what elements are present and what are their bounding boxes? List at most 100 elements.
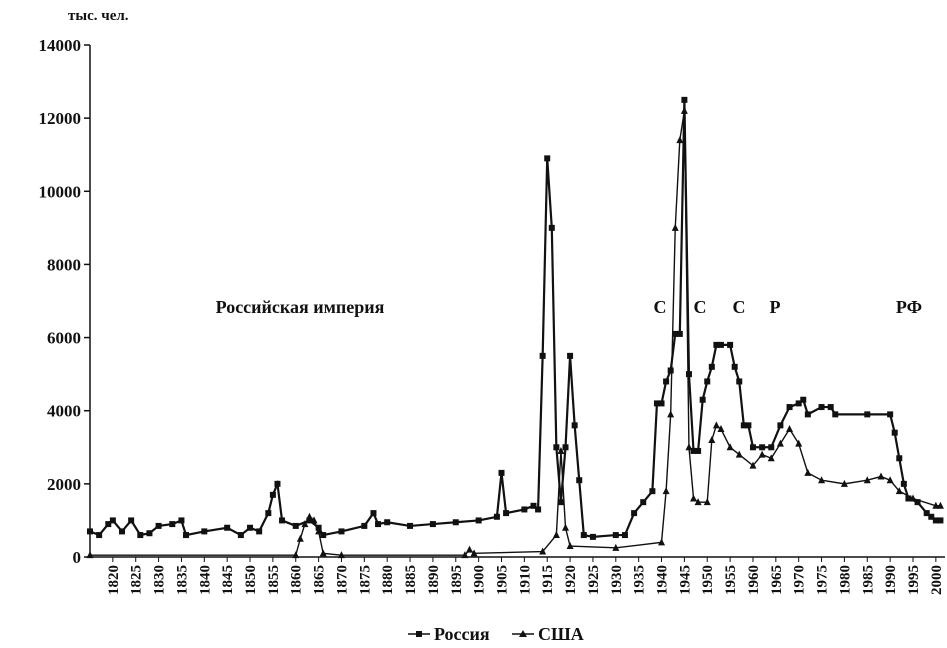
- x-tick-label: 1900: [472, 565, 488, 595]
- point: [557, 499, 564, 506]
- point: [708, 435, 716, 443]
- point: [521, 506, 528, 513]
- point: [749, 461, 757, 469]
- x-tick-label: 1950: [700, 565, 716, 595]
- point: [663, 378, 670, 385]
- x-tick-label: 1845: [220, 565, 236, 595]
- x-tick-label: 1955: [723, 565, 739, 595]
- point: [658, 400, 665, 407]
- point: [576, 477, 583, 484]
- x-tick-label: 1905: [494, 565, 510, 595]
- point: [86, 551, 94, 559]
- annotation: Российская империя: [216, 297, 385, 317]
- point: [315, 527, 323, 535]
- point: [319, 549, 327, 557]
- point: [640, 499, 647, 506]
- annotation: РФ: [896, 297, 922, 317]
- y-tick-label: 8000: [47, 255, 81, 274]
- point: [891, 429, 898, 436]
- point: [465, 545, 473, 553]
- point: [631, 510, 638, 517]
- x-tick-label: 1920: [563, 565, 579, 595]
- point: [292, 551, 300, 559]
- point: [87, 528, 93, 535]
- point: [877, 472, 885, 480]
- y-tick-label: 12000: [39, 109, 82, 128]
- point: [680, 106, 688, 114]
- point: [621, 532, 628, 539]
- point: [937, 517, 944, 524]
- annotation: Р: [770, 297, 781, 317]
- point: [539, 352, 546, 359]
- point: [305, 512, 313, 520]
- point: [201, 528, 208, 535]
- point: [795, 439, 803, 447]
- point: [658, 538, 666, 546]
- point: [310, 516, 318, 524]
- point: [671, 223, 679, 231]
- point: [306, 517, 313, 524]
- point: [137, 532, 144, 539]
- legend-label: США: [538, 624, 584, 644]
- x-tick-label: 1965: [769, 565, 785, 595]
- point: [452, 519, 459, 526]
- point: [178, 517, 185, 524]
- point: [717, 425, 725, 432]
- y-tick-label: 14000: [39, 36, 82, 55]
- point: [795, 400, 802, 407]
- point: [119, 528, 126, 535]
- point: [128, 517, 135, 524]
- point: [672, 330, 679, 337]
- point: [105, 521, 112, 528]
- x-tick-label: 1870: [334, 565, 350, 595]
- point: [292, 522, 299, 529]
- point: [96, 532, 103, 539]
- series-line: [90, 110, 941, 556]
- point: [470, 549, 478, 557]
- point: [566, 542, 574, 550]
- point: [562, 523, 570, 531]
- point: [685, 443, 693, 451]
- point: [653, 400, 660, 407]
- point: [274, 480, 281, 487]
- point: [146, 530, 153, 537]
- annotation: С: [733, 297, 746, 317]
- point: [777, 422, 784, 429]
- point: [699, 396, 706, 403]
- x-tick-label: 1945: [677, 565, 693, 595]
- x-tick-label: 1830: [152, 565, 168, 595]
- point: [567, 352, 574, 359]
- point: [224, 524, 231, 531]
- point: [863, 476, 871, 484]
- legend-marker: [519, 630, 527, 637]
- x-tick-label: 1875: [357, 565, 373, 595]
- point: [694, 498, 702, 506]
- point: [269, 491, 276, 498]
- series-line: [89, 99, 941, 538]
- point: [708, 363, 715, 370]
- point: [370, 510, 377, 517]
- x-tick-label: 1930: [609, 565, 625, 595]
- x-tick-label: 1895: [449, 565, 465, 595]
- x-tick-label: 1820: [106, 565, 122, 595]
- point: [895, 487, 903, 495]
- x-tick-label: 1995: [906, 565, 922, 595]
- point: [580, 532, 587, 539]
- x-tick-label: 1915: [540, 565, 556, 595]
- x-tick-label: 1910: [517, 565, 533, 595]
- y-tick-label: 4000: [47, 402, 81, 421]
- point: [475, 517, 482, 524]
- point: [109, 517, 116, 524]
- point: [745, 422, 752, 429]
- point: [749, 444, 756, 451]
- point: [936, 501, 944, 509]
- x-tick-label: 1840: [197, 565, 213, 595]
- point: [712, 421, 720, 429]
- point: [759, 444, 766, 451]
- point: [676, 136, 684, 144]
- point: [905, 495, 912, 502]
- point: [530, 502, 537, 509]
- point: [662, 487, 670, 495]
- point: [900, 480, 907, 487]
